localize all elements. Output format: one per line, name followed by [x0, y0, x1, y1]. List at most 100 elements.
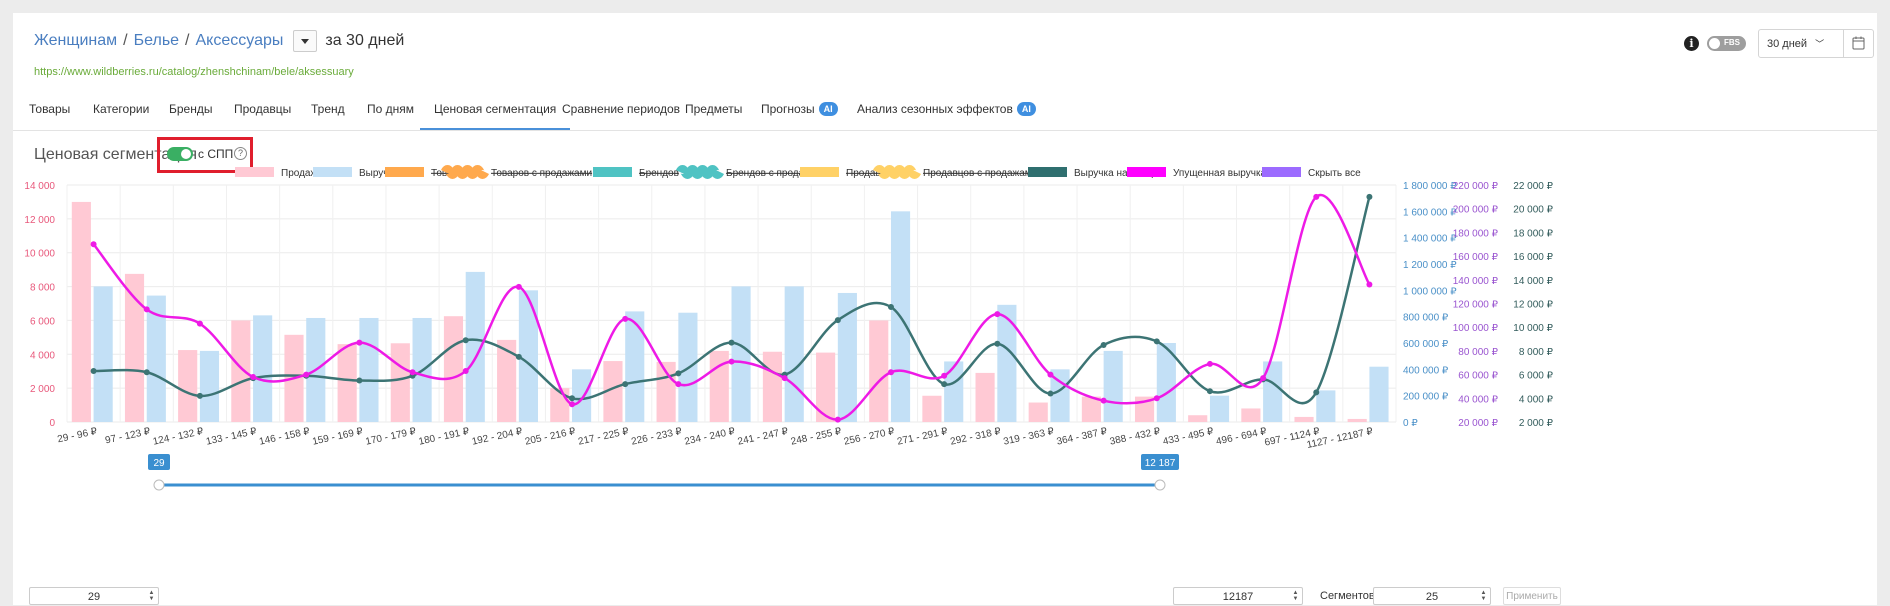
x-tick-label: 234 - 240 ₽ — [684, 426, 737, 448]
bar-sales — [1188, 415, 1208, 422]
legend-item: Продавцов — [800, 167, 897, 179]
section-title: Ценовая сегментация — [34, 146, 198, 163]
point-revenue-per-item — [1100, 341, 1107, 348]
legend-item: Брендов — [593, 167, 679, 179]
x-tick-label: 205 - 216 ₽ — [524, 426, 577, 448]
point-lost-revenue — [781, 375, 788, 382]
point-lost-revenue — [1313, 193, 1320, 200]
axis-tick-label-sales: 4 000 — [30, 350, 55, 361]
apply-button[interactable]: Применить — [1503, 587, 1561, 605]
point-revenue-per-item — [1366, 193, 1373, 200]
range-slider-max-handle[interactable] — [1154, 479, 1166, 491]
x-tick-label: 146 - 158 ₽ — [258, 426, 311, 448]
period-text: за 30 дней — [325, 32, 405, 49]
tab-6[interactable]: По дням — [367, 98, 414, 128]
stepper-arrows-icon[interactable]: ▲ ▼ — [148, 590, 155, 602]
tab-label: Тренд — [311, 102, 345, 116]
bar-revenue — [731, 286, 751, 422]
point-revenue-per-item — [1047, 390, 1054, 397]
axis-tick-label-lost-revenue: 200 000 ₽ — [1453, 205, 1499, 216]
axis-tick-label-revenue: 800 000 ₽ — [1403, 313, 1449, 324]
range-slider-min-handle[interactable] — [153, 479, 165, 491]
bar-sales — [1241, 408, 1261, 422]
axis-tick-label-lost-revenue: 40 000 ₽ — [1458, 394, 1498, 405]
bar-sales — [922, 395, 942, 422]
legend-label: Выручка на товар — [1074, 168, 1157, 179]
bar-revenue — [518, 290, 538, 422]
bar-sales — [1294, 416, 1314, 422]
x-tick-label: 29 - 96 ₽ — [57, 426, 99, 445]
bar-revenue — [253, 315, 273, 422]
axis-tick-label-revenue-per-item: 6 000 ₽ — [1519, 371, 1554, 382]
bar-sales — [337, 344, 357, 422]
point-revenue-per-item — [728, 339, 735, 346]
axis-tick-label-sales: 2 000 — [30, 384, 55, 395]
bar-revenue — [625, 311, 645, 422]
segments-label: Сегментов — [1320, 590, 1375, 602]
point-lost-revenue — [90, 241, 97, 248]
breadcrumb-item-accessories[interactable]: Аксессуары — [195, 32, 284, 49]
point-lost-revenue — [1100, 397, 1107, 404]
point-lost-revenue — [356, 339, 363, 346]
bar-revenue — [93, 286, 113, 422]
legend-label: Продавцов с продажами — [923, 168, 1037, 179]
tab-label: Бренды — [169, 102, 213, 116]
price-segmentation-chart: Продажи Выручка Товаров Товаров с продажами… — [24, 165, 1554, 491]
min-price-input[interactable]: 29 ▲ ▼ — [29, 587, 159, 605]
tab-1[interactable]: Товары — [29, 98, 70, 128]
x-tick-label: 192 - 204 ₽ — [471, 426, 524, 448]
x-tick-label: 180 - 191 ₽ — [418, 426, 471, 448]
info-icon[interactable]: i — [1684, 36, 1699, 51]
period-select[interactable]: 30 дней ﹀ — [1758, 29, 1844, 58]
breadcrumb-item-women[interactable]: Женщинам — [34, 32, 118, 49]
tab-5[interactable]: Тренд — [311, 98, 345, 128]
category-dropdown-button[interactable] — [293, 30, 318, 52]
legend-swatch — [1028, 167, 1067, 177]
stepper-arrows-icon[interactable]: ▲ ▼ — [1292, 590, 1299, 602]
help-icon[interactable]: ? — [234, 147, 247, 160]
bar-revenue — [572, 369, 592, 422]
segments-input[interactable]: 25 ▲ ▼ — [1373, 587, 1491, 605]
axis-tick-label-sales: 10 000 — [24, 249, 55, 260]
tab-4[interactable]: Продавцы — [234, 98, 291, 128]
highlight-box — [157, 137, 253, 173]
calendar-button[interactable] — [1844, 29, 1874, 58]
point-lost-revenue — [569, 401, 576, 408]
tab-label: По дням — [367, 102, 415, 116]
axis-tick-label-revenue: 1 800 000 ₽ — [1403, 181, 1457, 192]
tab-11[interactable]: Анализ сезонных эффектов AI — [857, 98, 1036, 128]
bar-sales — [390, 343, 410, 422]
breadcrumb-item-underwear[interactable]: Белье — [133, 32, 180, 49]
tab-2[interactable]: Категории — [93, 98, 149, 128]
slider-max-tooltip — [1141, 454, 1179, 470]
max-price-input[interactable]: 12187 ▲ ▼ — [1173, 587, 1303, 605]
tab-9[interactable]: Предметы — [685, 98, 742, 128]
axis-tick-label-lost-revenue: 60 000 ₽ — [1458, 371, 1498, 382]
source-url[interactable]: https://www.wildberries.ru/catalog/zhens… — [34, 66, 354, 78]
bar-sales — [603, 361, 623, 422]
tab-8[interactable]: Сравнение периодов — [562, 98, 680, 128]
point-lost-revenue — [409, 369, 416, 376]
tab-3[interactable]: Бренды — [169, 98, 212, 128]
bar-revenue — [1209, 395, 1230, 422]
point-revenue-per-item — [515, 353, 522, 360]
tab-10[interactable]: Прогнозы AI — [761, 98, 838, 128]
segments-value: 25 — [1425, 591, 1439, 603]
tab-7[interactable]: Ценовая сегментация — [420, 98, 571, 130]
breadcrumb: Женщинам / Белье / Аксессуары за 30 дней — [34, 30, 404, 52]
tabs-bar: Товары Категории Бренды Продавцы Тренд По дня… — [13, 98, 1877, 131]
tab-label: Категории — [93, 102, 150, 116]
axis-tick-label-revenue-per-item: 18 000 ₽ — [1513, 228, 1553, 239]
x-tick-label: 97 - 123 ₽ — [104, 426, 152, 446]
legend-swatch — [675, 165, 725, 179]
bar-revenue — [1263, 361, 1283, 422]
axis-tick-label-sales: 6 000 — [30, 316, 55, 327]
spp-toggle[interactable] — [167, 147, 193, 161]
legend-swatch — [385, 167, 424, 177]
bar-revenue — [997, 304, 1017, 422]
fbs-toggle[interactable]: FBS — [1707, 36, 1746, 51]
axis-tick-label-revenue-per-item: 10 000 ₽ — [1513, 323, 1553, 334]
bar-sales — [762, 351, 783, 422]
stepper-arrows-icon[interactable]: ▲ ▼ — [1480, 590, 1487, 602]
legend-item: Выручка — [313, 167, 399, 179]
